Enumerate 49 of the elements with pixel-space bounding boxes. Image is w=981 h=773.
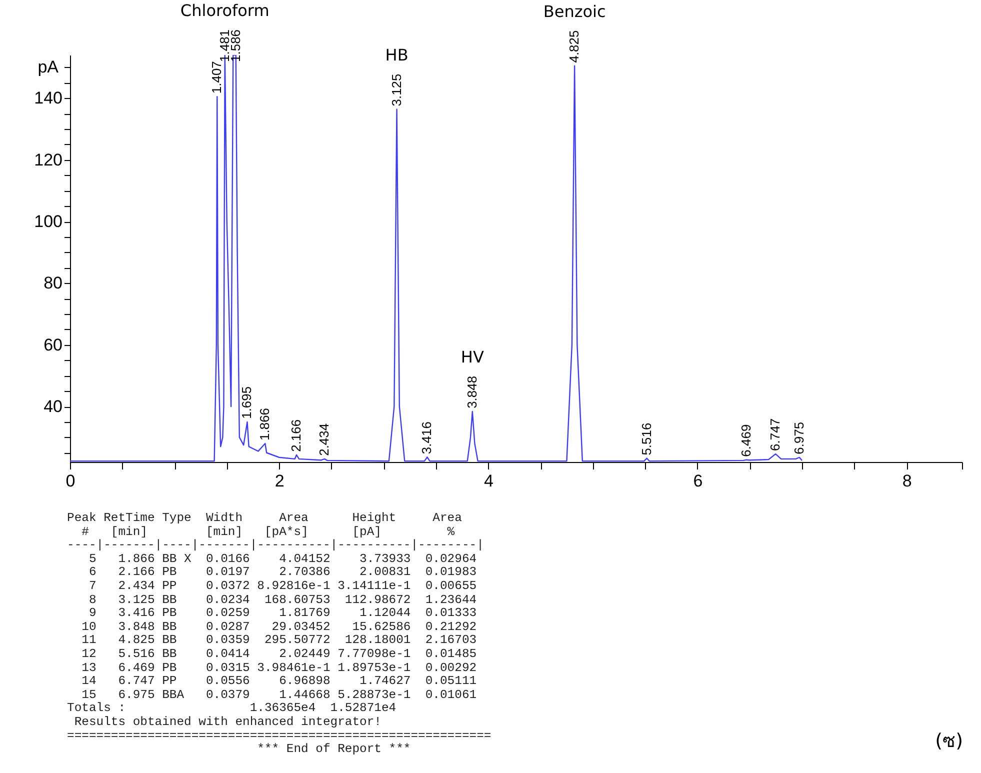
text: 9 3.416 PB 0.0259 1.81769 1.12044 0.01333 — [88, 606, 477, 620]
text: 8 3.125 BB 0.0234 168.60753 112.98672 1.23644 — [88, 592, 477, 607]
annotation: 1.695 — [239, 386, 254, 419]
annotation: 6.975 — [791, 422, 806, 454]
x-tick-label: 0 — [66, 472, 76, 490]
annotation: Benzoic — [543, 2, 606, 21]
annotation: 5.516 — [638, 422, 654, 456]
x-tick-label: 6 — [693, 472, 703, 490]
text: 11 4.825 BB 0.0359 295.50772 128.18001 2.16703 — [82, 633, 477, 648]
y-tick-label: 140 — [34, 88, 62, 108]
text: ----|-------|----|-------|----------|----------|--------| — [67, 538, 484, 552]
text: 6 2.166 PB 0.0197 2.70386 2.00831 0.01983 — [88, 565, 477, 580]
y-axis-title: pA — [38, 58, 60, 76]
annotation: 1.866 — [257, 408, 272, 440]
x-tick-label: 8 — [902, 472, 912, 490]
text: (ซ) — [935, 729, 963, 754]
annotation: 2.166 — [288, 419, 304, 452]
text: *** End of Report *** — [257, 742, 411, 756]
annotation: Chloroform — [180, 1, 270, 20]
y-tick-label: 80 — [44, 274, 62, 293]
annotation: 1.407 — [209, 61, 224, 94]
text: 14 6.747 PP 0.0556 6.96898 1.74627 0.05111 — [82, 674, 477, 688]
text: 10 3.848 BB 0.0287 29.03452 15.62586 0.21292 — [82, 620, 477, 634]
y-tick-label: 60 — [44, 335, 62, 354]
annotation: 3.125 — [388, 74, 404, 106]
y-tick-label: 40 — [44, 397, 62, 416]
y-tick-label: 120 — [34, 150, 62, 170]
annotation: 6.747 — [768, 418, 783, 451]
text: 7 2.434 PP 0.0372 8.92816e-1 3.14111e-1 0.00655 — [88, 578, 477, 593]
text: # [min] [min] [pA*s] [pA] % — [82, 524, 455, 539]
text: 15 6.975 BBA 0.0379 1.44668 5.28873e-1 0.01061 — [82, 688, 477, 702]
annotation: 4.825 — [566, 30, 582, 63]
text: 13 6.469 PB 0.0315 3.98461e-1 1.89753e-1 0.00292 — [82, 660, 477, 675]
y-tick-label: 100 — [34, 212, 62, 231]
text: Peak RetTime Type Width Area Height Area — [67, 511, 462, 525]
text: ========================================================== — [67, 728, 492, 742]
annotation: 2.434 — [316, 423, 332, 456]
x-tick-label: 4 — [484, 472, 494, 490]
text: Totals : 1.36365e4 1.52871e4 — [67, 701, 396, 716]
text: 12 5.516 BB 0.0414 2.02449 7.77098e-1 0.01485 — [82, 646, 477, 661]
annotation: 6.469 — [738, 424, 754, 457]
text: 5 1.866 BB X 0.0166 4.04152 3.73933 0.02964 — [88, 552, 477, 566]
annotation: 3.416 — [419, 422, 434, 454]
x-tick-label: 2 — [274, 472, 284, 490]
annotation: HB — [385, 45, 408, 64]
annotation: 1.481 — [216, 29, 232, 62]
text: Results obtained with enhanced integrator! — [74, 714, 382, 729]
annotation: 3.848 — [464, 376, 480, 408]
annotation: HV — [460, 347, 484, 366]
